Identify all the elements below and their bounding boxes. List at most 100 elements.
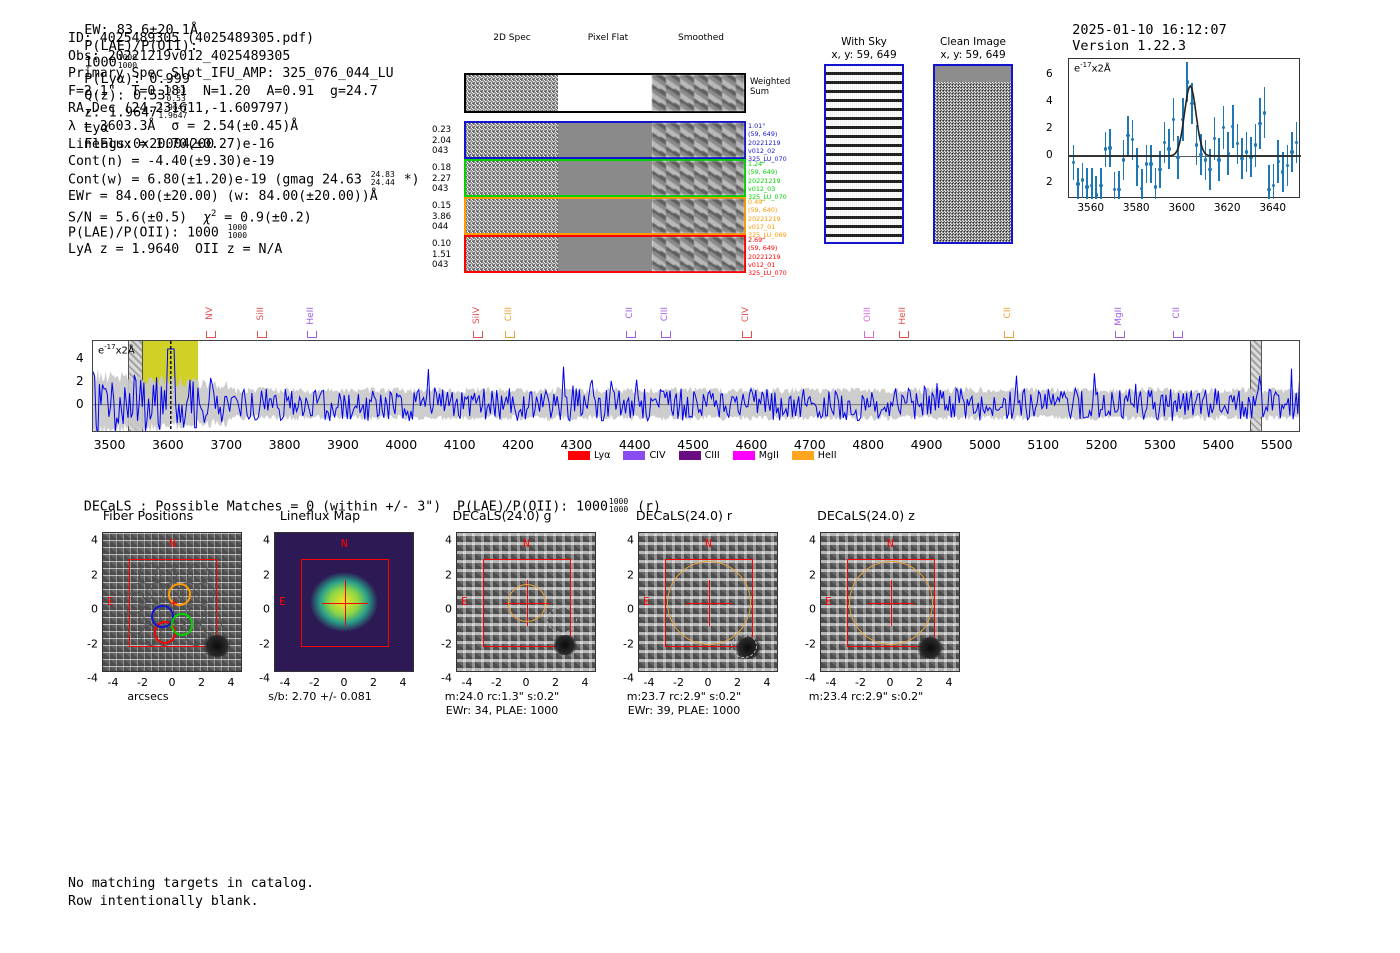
decals-heading-b: (r) bbox=[629, 499, 661, 515]
cutout-xtick: 0 bbox=[340, 676, 348, 689]
flux-point bbox=[1080, 178, 1085, 182]
spectrum-xtick: 5400 bbox=[1202, 437, 1235, 452]
flux-point bbox=[1144, 162, 1149, 166]
cutout-xtick: -2 bbox=[855, 676, 866, 689]
line-fit-ytick: 2 bbox=[1046, 175, 1053, 188]
cutout-ytick: 4 bbox=[627, 533, 634, 547]
flux-errorbar bbox=[1140, 169, 1143, 199]
flux-point bbox=[1276, 159, 1280, 163]
info-wavelength: λ = 3603.3Å σ = 2.54(±0.45)Å bbox=[68, 118, 299, 134]
cutout-xtick: -4 bbox=[825, 676, 837, 689]
fiber-row-meta: 0.49" (59, 640) 20221219 v017_01 325_LU_069 bbox=[748, 198, 787, 240]
flux-point bbox=[1235, 142, 1239, 146]
cutout-xtick: 0 bbox=[522, 676, 530, 689]
spectral-line-tick bbox=[206, 331, 217, 338]
cutout-xtick: 0 bbox=[886, 676, 894, 689]
flux-errorbar bbox=[1154, 168, 1157, 199]
spectrum-xtick: 3500 bbox=[93, 437, 126, 452]
cutout-ytick: -4 bbox=[87, 671, 98, 685]
fiber-row bbox=[464, 197, 746, 235]
cutout-title: Fiber Positions bbox=[102, 508, 194, 523]
aperture-ellipse bbox=[508, 584, 546, 622]
spectrum-xtick: 4000 bbox=[385, 437, 418, 452]
flux-point bbox=[1267, 187, 1271, 192]
info-sn-chi2: S/N = 5.6(±0.5) χ2 = 0.9(±0.2) bbox=[68, 208, 312, 226]
header-z: z: 1.9647 bbox=[84, 103, 158, 120]
line-fit-ytick: 4 bbox=[1046, 95, 1053, 108]
full-spectrum-ylabel: e-17x2Å bbox=[98, 343, 135, 357]
flux-point bbox=[1226, 151, 1230, 155]
cutout-xlabel: arcsecs bbox=[127, 690, 169, 703]
flux-point bbox=[1103, 147, 1108, 151]
gaussian-fit-curve bbox=[1069, 84, 1301, 157]
cutout-subtitle-1: s/b: 2.70 +/- 0.081 bbox=[268, 690, 372, 703]
cutout-subtitle-1: m:23.7 rc:2.9" s:0.2" bbox=[626, 690, 742, 703]
spectrum-xtick: 4900 bbox=[910, 437, 943, 452]
compass-north: N bbox=[169, 537, 176, 550]
fiber-circle bbox=[199, 612, 222, 635]
spectral-line-label: CIII bbox=[504, 307, 515, 322]
flux-point bbox=[1294, 140, 1299, 145]
flux-point bbox=[1221, 125, 1226, 130]
flux-point bbox=[1140, 186, 1144, 190]
legend-item: CIV bbox=[623, 450, 666, 461]
compass-north: N bbox=[705, 537, 712, 550]
spectrum-xtick: 4100 bbox=[443, 437, 476, 452]
compass-north: N bbox=[887, 537, 894, 550]
with-sky-subtitle: x, y: 59, 649 bbox=[831, 48, 897, 61]
info-cont-w: Cont(w) = 6.80(±1.20)e-19 (gmag 24.63 24… bbox=[68, 169, 420, 188]
flux-point bbox=[1208, 167, 1212, 172]
cutout-xtick: 4 bbox=[227, 676, 235, 689]
neighbor-ellipse bbox=[547, 607, 578, 634]
flux-point bbox=[1244, 150, 1249, 154]
flux-errorbar bbox=[1113, 172, 1116, 199]
cutout-ytick: -4 bbox=[805, 671, 816, 685]
cutout-image[interactable]: N E + bbox=[102, 532, 242, 672]
flux-point bbox=[1290, 150, 1294, 154]
flux-point bbox=[1240, 156, 1244, 161]
fiber-row-stats: 0.10 1.51 043 bbox=[432, 239, 452, 270]
spectral-line-tick bbox=[505, 331, 516, 338]
lineflux-heatmap bbox=[275, 533, 413, 671]
flux-errorbar bbox=[1100, 168, 1102, 199]
line-fit-xtick: 3580 bbox=[1122, 202, 1150, 214]
line-fit-xtick: 3620 bbox=[1213, 202, 1241, 214]
line-fit-ylabel: e-17x2Å bbox=[1074, 61, 1111, 75]
flux-point bbox=[1135, 164, 1139, 169]
with-sky-title: With Sky bbox=[841, 36, 887, 48]
cutout-ytick: 2 bbox=[91, 568, 98, 581]
cutout-xtick: 4 bbox=[945, 676, 953, 689]
info-redshifts: LyA z = 1.9640 OII z = N/A bbox=[68, 242, 283, 258]
crosshair-vertical bbox=[345, 579, 347, 627]
compass-east: E bbox=[107, 595, 114, 608]
cutout-ytick: -4 bbox=[623, 671, 634, 685]
cutout-title: DECaLS(24.0) z bbox=[817, 508, 915, 523]
cutout-ytick: 0 bbox=[445, 602, 452, 616]
fiber-row-meta: 2.69" (59, 649) 20221219 v012_01 325_LU_070 bbox=[748, 236, 787, 278]
spectral-line-tick bbox=[1004, 331, 1015, 338]
fiber-circle bbox=[186, 562, 209, 585]
cutout-xtick: -4 bbox=[643, 676, 655, 689]
header-z-range: 1.9647 1.9647 bbox=[158, 102, 188, 120]
spectrum-xtick: 4400 bbox=[618, 437, 651, 452]
flux-point bbox=[1076, 182, 1080, 186]
decals-heading-a: DECaLS : Possible Matches = 0 (within +/… bbox=[83, 499, 577, 515]
cutout-ytick: -4 bbox=[259, 671, 270, 685]
flux-point bbox=[1108, 146, 1112, 150]
cutout-ytick: 2 bbox=[627, 568, 634, 581]
flux-point bbox=[1085, 185, 1089, 189]
cutout-xtick: -2 bbox=[309, 676, 320, 689]
flux-errorbar bbox=[1086, 168, 1088, 199]
spectrum-xtick: 4500 bbox=[677, 437, 709, 452]
spectrum-legend: Lyα CIV CIII MgII HeII bbox=[568, 450, 837, 461]
legend-item: Lyα bbox=[568, 450, 610, 461]
legend-label: MgII bbox=[758, 450, 779, 461]
spectral-line-tick bbox=[626, 331, 637, 338]
neighbor-source bbox=[202, 635, 233, 658]
spectral-line-label: HeII bbox=[306, 307, 317, 325]
cutout-ytick: 4 bbox=[91, 533, 98, 547]
